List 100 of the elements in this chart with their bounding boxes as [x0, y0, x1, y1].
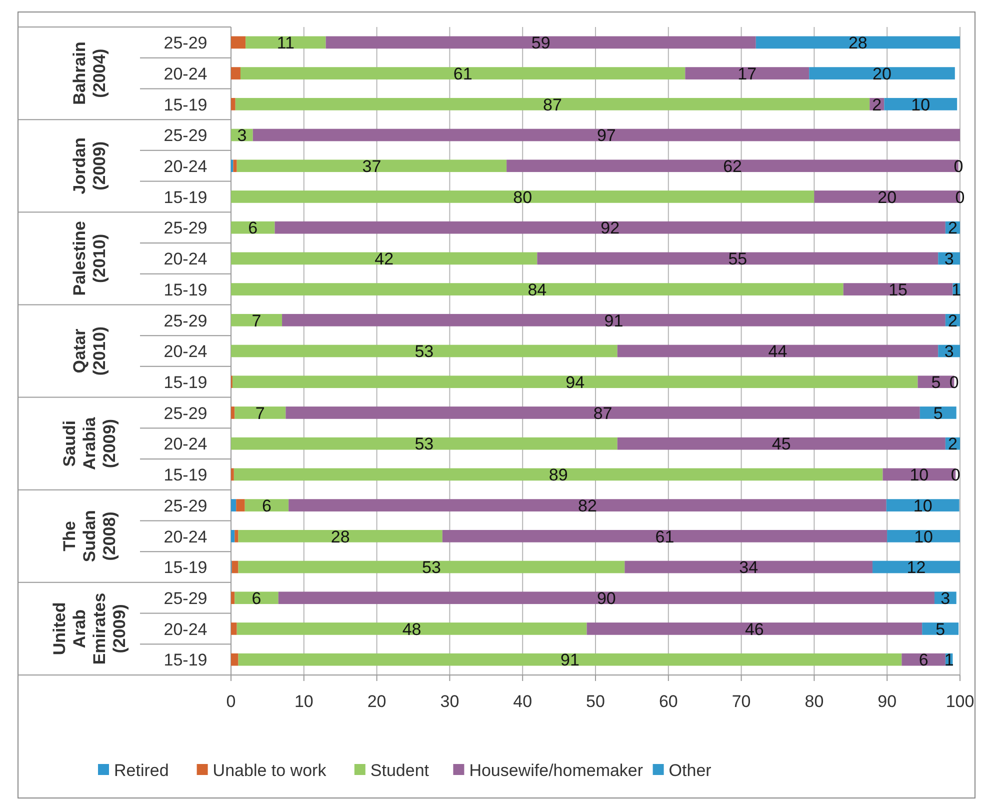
data-label: 2	[948, 311, 958, 330]
data-label: 28	[848, 34, 868, 53]
y-tick-label: 15-19	[164, 372, 208, 392]
data-label: 91	[560, 650, 580, 670]
data-label: 53	[414, 342, 434, 362]
y-tick-label: 15-19	[164, 95, 208, 114]
data-label: 15	[888, 280, 908, 300]
data-label: 34	[739, 558, 758, 578]
data-label: 20	[878, 188, 897, 207]
y-tick-label: 15-19	[164, 466, 208, 485]
data-label: 42	[374, 250, 394, 269]
y-tick-label: 15-19	[164, 280, 208, 300]
data-label: 3	[940, 588, 950, 608]
x-tick-label: 80	[804, 692, 824, 711]
data-label: 12	[906, 558, 926, 578]
text: Palestine (2010)	[70, 221, 110, 296]
x-tick-label: 20	[367, 692, 386, 711]
legend-label: Student	[370, 761, 430, 780]
y-tick-label: 20-24	[164, 250, 208, 269]
text: Bahrain (2004)	[70, 42, 110, 105]
data-label: 20	[872, 64, 892, 84]
x-tick-label: 50	[586, 692, 605, 711]
data-label: 92	[600, 218, 620, 238]
x-tick-label: 70	[732, 692, 751, 711]
data-label: 94	[566, 372, 585, 392]
y-tick-label: 15-19	[164, 558, 208, 578]
data-label: 11	[276, 34, 295, 53]
data-label: 90	[596, 588, 616, 608]
data-label: 7	[255, 404, 265, 423]
y-tick-label: 20-24	[164, 64, 208, 84]
data-label: 61	[453, 64, 472, 84]
data-label: 3	[237, 126, 247, 146]
data-label: 53	[414, 434, 434, 454]
data-label: 5	[936, 620, 946, 639]
data-label: 10	[910, 466, 929, 485]
data-label: 46	[744, 620, 764, 639]
data-label: 48	[402, 620, 422, 639]
y-tick-label: 25-29	[164, 311, 208, 330]
data-label: 97	[596, 126, 616, 146]
data-label: 61	[655, 527, 674, 546]
data-label: 28	[330, 527, 350, 546]
y-tick-label: 25-29	[164, 404, 208, 423]
data-label: 91	[604, 311, 624, 330]
data-label: 6	[252, 588, 262, 608]
x-tick-label: 90	[878, 692, 897, 711]
y-tick-label: 25-29	[164, 218, 208, 238]
data-label: 0	[950, 466, 960, 485]
data-label: 84	[528, 280, 547, 300]
data-label: 87	[593, 404, 612, 423]
x-tick-label: 60	[658, 692, 678, 711]
text: The Sudan (2008)	[60, 510, 120, 562]
y-tick-label: 20-24	[164, 156, 208, 176]
data-label: 55	[728, 250, 748, 269]
data-label: 0	[949, 372, 959, 392]
data-label: 3	[944, 342, 954, 362]
y-tick-label: 20-24	[164, 527, 208, 546]
legend-label: Unable to work	[212, 761, 327, 780]
data-label: 87	[543, 95, 562, 114]
data-label: 10	[911, 95, 930, 114]
data-label: 37	[362, 156, 382, 176]
data-label: 2	[872, 95, 882, 114]
text: Qatar (2010)	[70, 326, 110, 376]
x-tick-label: 100	[946, 692, 974, 711]
y-tick-label: 25-29	[164, 496, 208, 516]
data-label: 82	[578, 496, 597, 516]
legend-label: Other	[668, 761, 712, 780]
data-label: 5	[931, 372, 941, 392]
legend-label: Housewife/homemaker	[469, 761, 644, 780]
y-tick-label: 15-19	[164, 188, 208, 207]
data-label: 59	[531, 34, 550, 53]
data-label: 6	[248, 218, 258, 238]
data-label: 2	[948, 434, 958, 454]
text: Saudi Arabia (2009)	[60, 416, 120, 470]
x-tick-label: 10	[294, 692, 314, 711]
data-label: 10	[914, 527, 934, 546]
y-tick-label: 20-24	[164, 342, 208, 362]
data-label: 89	[548, 466, 568, 485]
x-tick-label: 0	[226, 692, 236, 711]
y-tick-label: 15-19	[164, 650, 208, 670]
y-tick-label: 25-29	[164, 126, 208, 146]
text: United Arab Emirates (2009)	[50, 592, 130, 665]
data-label: 80	[513, 188, 532, 207]
data-label: 6	[918, 650, 928, 670]
x-tick-label: 30	[440, 692, 460, 711]
data-label: 7	[252, 311, 262, 330]
x-tick-label: 40	[513, 692, 532, 711]
text: Jordan (2009)	[70, 138, 110, 194]
y-tick-label: 25-29	[164, 588, 208, 608]
data-label: 6	[262, 496, 272, 516]
data-label: 5	[933, 404, 943, 423]
legend-label: Retired	[114, 761, 169, 780]
data-label: 62	[723, 156, 742, 176]
y-tick-label: 20-24	[164, 434, 208, 454]
y-tick-label: 25-29	[164, 34, 208, 53]
data-label: 3	[944, 250, 954, 269]
data-label: 17	[738, 64, 757, 84]
data-label: 53	[422, 558, 441, 578]
data-label: 45	[772, 434, 791, 454]
data-label: 2	[948, 218, 958, 238]
data-label: 10	[913, 496, 932, 516]
